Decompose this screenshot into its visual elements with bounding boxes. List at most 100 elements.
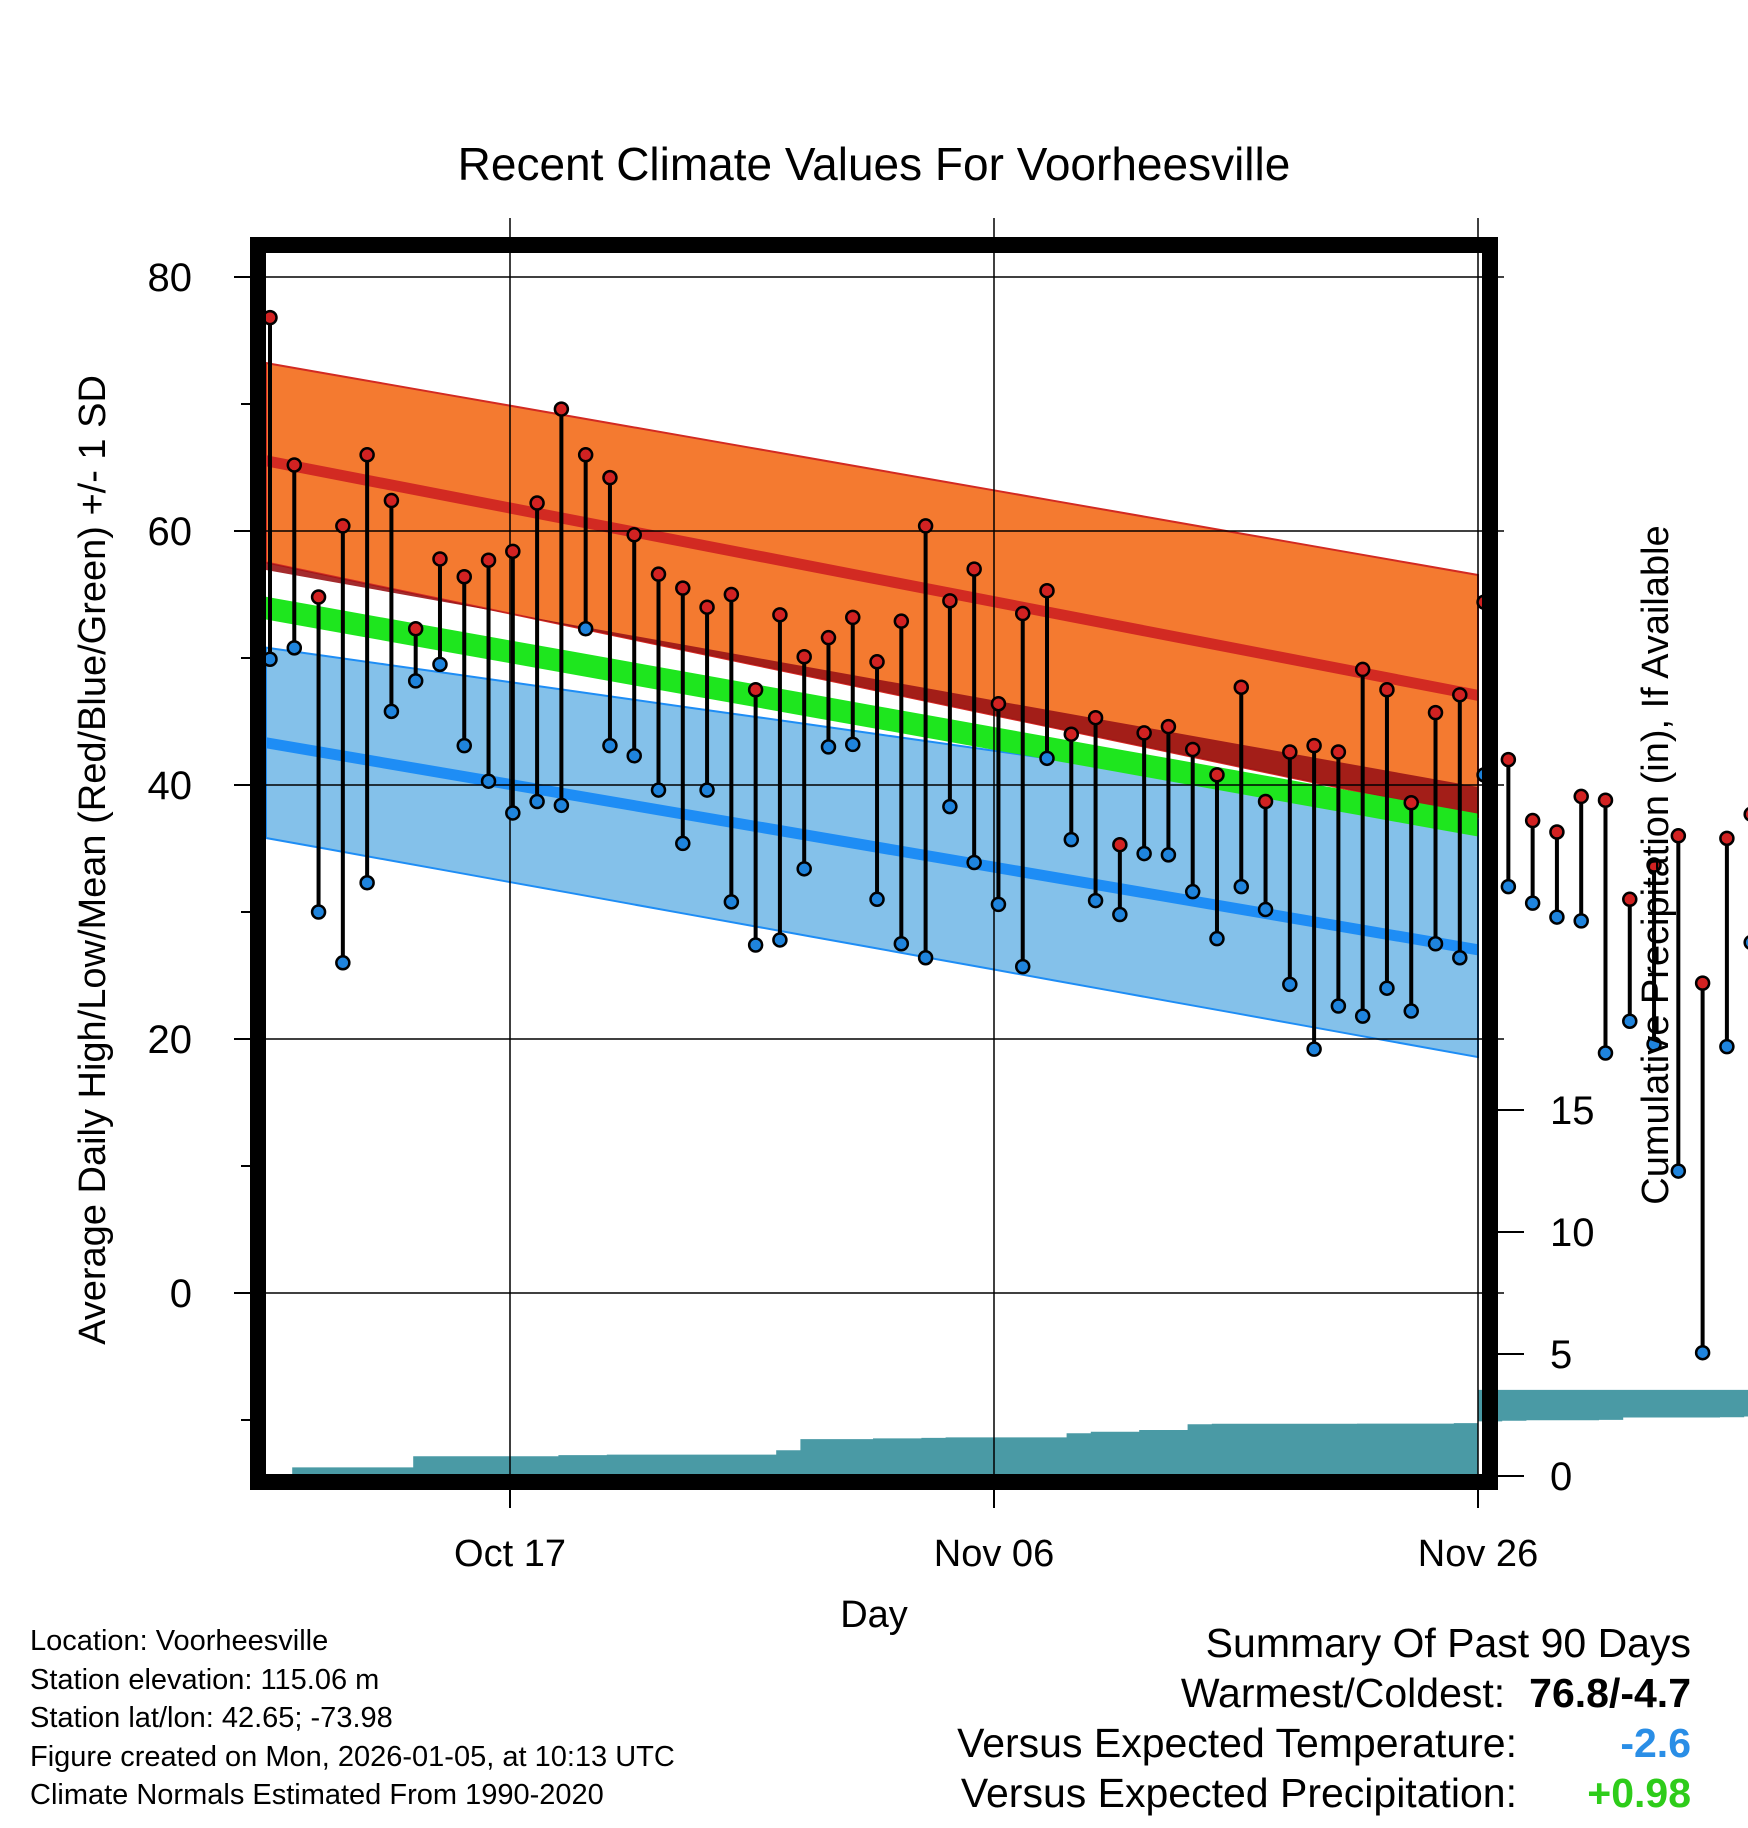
low-point: [1063, 831, 1080, 848]
high-point: [845, 609, 861, 626]
high-point: [286, 457, 303, 473]
low-point: [1573, 913, 1589, 929]
low-point: [1087, 892, 1104, 909]
high-point: [456, 568, 473, 585]
low-point: [1184, 883, 1201, 900]
high-point: [1549, 824, 1565, 840]
high-point: [1282, 744, 1298, 760]
y-tick-label: 40: [148, 764, 193, 808]
x-tick-label: Nov 06: [934, 1533, 1054, 1575]
high-point: [383, 492, 400, 509]
high-point: [699, 599, 715, 615]
plot-frame: [250, 237, 1498, 1490]
x-tick-label: Oct 17: [454, 1533, 566, 1575]
low-point: [675, 835, 691, 852]
low-point: [480, 773, 497, 789]
high-point: [1184, 741, 1201, 758]
y-tick-label: 80: [148, 256, 193, 300]
low-point: [383, 703, 400, 720]
y-tick-label: 0: [170, 1272, 192, 1316]
high-point: [602, 469, 618, 486]
high-point: [480, 552, 497, 568]
low-point: [407, 673, 424, 689]
low-point: [1694, 1344, 1711, 1361]
low-point: [359, 875, 375, 891]
high-point: [1209, 767, 1225, 783]
high-point: [650, 566, 667, 582]
low-point: [1743, 935, 1748, 950]
low-point: [1646, 1036, 1662, 1052]
low-point: [602, 737, 618, 754]
high-point: [917, 518, 934, 534]
high-point: [1524, 812, 1541, 829]
low-point: [310, 904, 327, 920]
high-point: [1500, 751, 1517, 768]
high-point: [359, 447, 375, 463]
chart-title: Recent Climate Values For Voorheesville: [458, 138, 1291, 190]
low-point: [553, 797, 570, 814]
summary-precip-row: Versus Expected Precipitation: +0.98: [957, 1768, 1691, 1818]
low-point: [1233, 878, 1250, 895]
low-point: [626, 748, 642, 764]
low-point: [505, 805, 521, 821]
low-point: [966, 854, 982, 871]
low-point: [820, 739, 837, 755]
low-point: [1257, 901, 1274, 918]
high-point: [966, 561, 982, 577]
high-point: [1622, 891, 1638, 908]
low-point: [699, 782, 715, 798]
y2-axis-label: Cumulative Precipitation (in), If Availa…: [1635, 525, 1677, 1204]
high-point: [1743, 807, 1748, 822]
high-point: [893, 613, 910, 629]
low-point: [917, 949, 934, 966]
high-point: [1112, 836, 1128, 853]
low-point: [1306, 1041, 1322, 1057]
low-point: [1330, 998, 1347, 1014]
latlon-text: Station lat/lon: 42.65; -73.98: [30, 1702, 393, 1734]
low-point: [529, 793, 545, 810]
high-point: [1452, 687, 1468, 703]
low-point: [1670, 1163, 1687, 1179]
y-axis-label: Average Daily High/Low/Mean (Red/Blue/Gr…: [72, 375, 114, 1345]
precip-value: +0.98: [1587, 1770, 1691, 1816]
high-point: [1379, 682, 1395, 698]
low-point: [1282, 976, 1298, 993]
high-point: [942, 593, 958, 609]
high-point: [1306, 737, 1322, 754]
high-normal-line: [264, 455, 1480, 701]
normals-text: Climate Normals Estimated From 1990-2020: [30, 1779, 604, 1811]
y2-tick-label: 0: [1550, 1455, 1572, 1499]
high-point: [990, 695, 1007, 712]
low-point: [1403, 1003, 1419, 1019]
low-point: [577, 621, 594, 637]
high-point: [1136, 725, 1152, 741]
y-tick-label: 60: [148, 510, 193, 554]
low-point: [432, 656, 448, 673]
high-point: [820, 629, 837, 646]
low-point: [1524, 895, 1541, 911]
y2-tick-label: 5: [1550, 1333, 1572, 1377]
high-point: [796, 648, 812, 665]
high-point: [772, 607, 788, 623]
low-point: [990, 896, 1007, 913]
high-point: [1160, 718, 1177, 735]
precip-label: Versus Expected Precipitation:: [960, 1770, 1517, 1816]
high-point: [1646, 857, 1662, 873]
location-text: Location: Voorheesville: [30, 1625, 329, 1657]
high-point: [675, 580, 691, 596]
low-point: [1112, 906, 1128, 923]
low-point: [893, 936, 910, 952]
y-tick-label: 20: [148, 1018, 193, 1062]
summary-temp-row: Versus Expected Temperature: -2.6: [957, 1718, 1691, 1768]
high-point: [432, 551, 448, 567]
summary-panel: Summary Of Past 90 Days Warmest/Coldest:…: [957, 1618, 1691, 1818]
high-point: [1573, 788, 1589, 805]
high-point: [1039, 582, 1055, 599]
high-point: [1014, 605, 1031, 622]
low-point: [1354, 1008, 1371, 1024]
high-point: [1063, 726, 1080, 742]
high-point: [505, 543, 521, 560]
high-point: [407, 621, 424, 637]
